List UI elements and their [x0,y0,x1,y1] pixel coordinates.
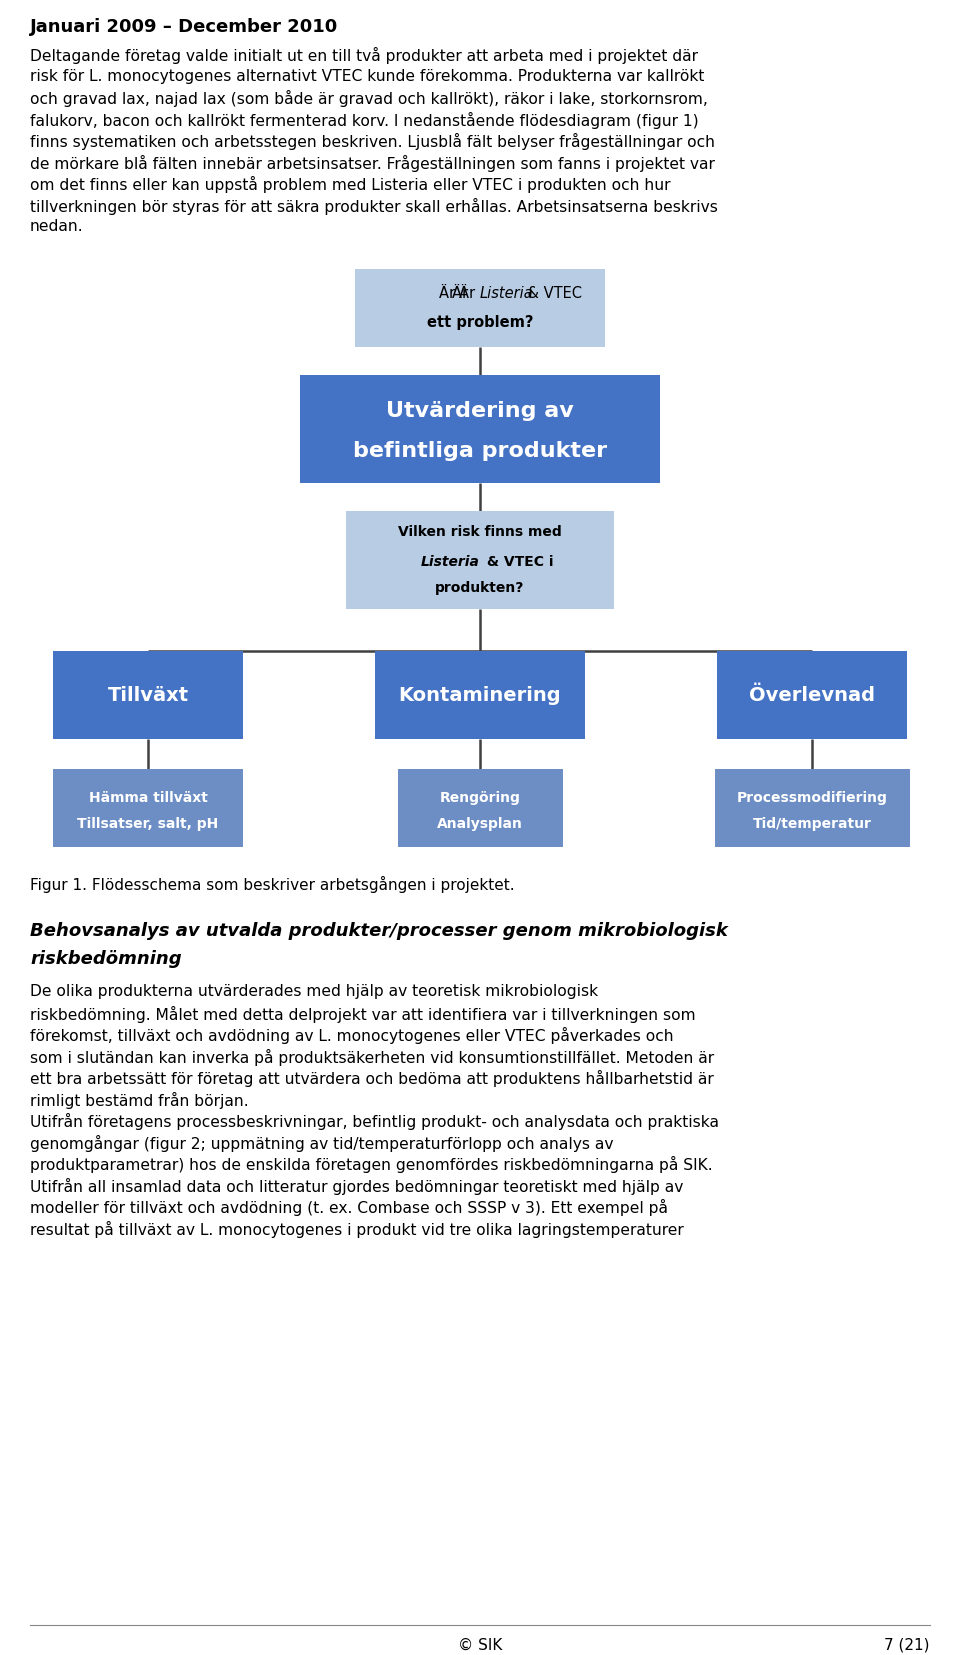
Text: Tillsatser, salt, pH: Tillsatser, salt, pH [78,816,219,831]
Text: riskbedömning: riskbedömning [30,950,181,968]
Text: 7 (21): 7 (21) [884,1637,930,1652]
Text: riskbedömning. Målet med detta delprojekt var att identifiera var i tillverkning: riskbedömning. Målet med detta delprojek… [30,1005,696,1021]
Text: Figur 1. Flödesschema som beskriver arbetsgången i projektet.: Figur 1. Flödesschema som beskriver arbe… [30,875,515,892]
Text: Januari 2009 – December 2010: Januari 2009 – December 2010 [30,18,338,36]
Text: Utvärdering av: Utvärdering av [386,401,574,420]
Text: genomgångar (figur 2; uppmätning av tid/temperaturförlopp och analys av: genomgångar (figur 2; uppmätning av tid/… [30,1134,613,1150]
Text: som i slutändan kan inverka på produktsäkerheten vid konsumtionstillfället. Meto: som i slutändan kan inverka på produktsä… [30,1048,714,1064]
FancyBboxPatch shape [355,270,605,348]
Text: de mörkare blå fälten innebär arbetsinsatser. Frågeställningen som fanns i proje: de mörkare blå fälten innebär arbetsinsa… [30,154,715,172]
Text: Utifrån all insamlad data och litteratur gjordes bedömningar teoretiskt med hjäl: Utifrån all insamlad data och litteratur… [30,1177,684,1193]
Text: Hämma tillväxt: Hämma tillväxt [88,791,207,804]
Text: modeller för tillväxt och avdödning (t. ex. Combase och SSSP v 3). Ett exempel p: modeller för tillväxt och avdödning (t. … [30,1198,668,1215]
Text: tillverkningen bör styras för att säkra produkter skall erhållas. Arbetsinsatser: tillverkningen bör styras för att säkra … [30,197,718,215]
Text: Listeria: Listeria [480,286,534,301]
Text: risk för L. monocytogenes alternativt VTEC kunde förekomma. Produkterna var kall: risk för L. monocytogenes alternativt VT… [30,68,705,83]
Text: ett bra arbetssätt för företag att utvärdera och bedöma att produktens hållbarhe: ett bra arbetssätt för företag att utvär… [30,1069,713,1086]
FancyBboxPatch shape [300,376,660,483]
Text: rimligt bestämd från början.: rimligt bestämd från början. [30,1091,249,1107]
Text: Tillväxt: Tillväxt [108,687,188,705]
Text: Är: Är [459,286,480,301]
Text: ett problem?: ett problem? [427,314,533,329]
FancyBboxPatch shape [346,511,614,609]
Text: Kontaminering: Kontaminering [398,687,562,705]
Text: falukorv, bacon och kallrökt fermenterad korv. I nedanstående flödesdiagram (fig: falukorv, bacon och kallrökt fermenterad… [30,111,699,129]
Text: Processmodifiering: Processmodifiering [736,791,887,804]
Text: produktparametrar) hos de enskilda företagen genomfördes riskbedömningarna på SI: produktparametrar) hos de enskilda föret… [30,1155,712,1172]
Text: Deltagande företag valde initialt ut en till två produkter att arbeta med i proj: Deltagande företag valde initialt ut en … [30,46,698,65]
Text: & VTEC i: & VTEC i [482,554,554,569]
Text: Är: Är [452,286,480,301]
FancyBboxPatch shape [714,770,909,847]
Text: befintliga produkter: befintliga produkter [353,440,607,460]
Text: finns systematiken och arbetsstegen beskriven. Ljusblå fält belyser frågeställni: finns systematiken och arbetsstegen besk… [30,132,715,151]
Text: produkten?: produkten? [435,581,525,594]
Text: nedan.: nedan. [30,218,84,233]
Text: De olika produkterna utvärderades med hjälp av teoretisk mikrobiologisk: De olika produkterna utvärderades med hj… [30,983,598,998]
FancyBboxPatch shape [375,652,585,740]
Text: Rengöring: Rengöring [440,791,520,804]
FancyBboxPatch shape [53,770,243,847]
Text: Överlevnad: Överlevnad [749,687,875,705]
Text: Analysplan: Analysplan [437,816,523,831]
Text: Utifrån företagens processbeskrivningar, befintlig produkt- och analysdata och p: Utifrån företagens processbeskrivningar,… [30,1112,719,1129]
Text: Är: Är [440,286,460,301]
Text: & VTEC: & VTEC [523,286,582,301]
Text: förekomst, tillväxt och avdödning av L. monocytogenes eller VTEC påverkades och: förekomst, tillväxt och avdödning av L. … [30,1026,674,1043]
Text: och gravad lax, najad lax (som både är gravad och kallrökt), räkor i lake, stork: och gravad lax, najad lax (som både är g… [30,89,708,108]
Text: om det finns eller kan uppstå problem med Listeria eller VTEC i produkten och hu: om det finns eller kan uppstå problem me… [30,175,670,194]
Text: Listeria: Listeria [421,554,480,569]
Text: Tid/temperatur: Tid/temperatur [753,816,872,831]
Text: resultat på tillväxt av L. monocytogenes i produkt vid tre olika lagringstempera: resultat på tillväxt av L. monocytogenes… [30,1220,684,1236]
Text: Vilken risk finns med: Vilken risk finns med [398,525,562,538]
FancyBboxPatch shape [717,652,907,740]
FancyBboxPatch shape [53,652,243,740]
Text: © SIK: © SIK [458,1637,502,1652]
FancyBboxPatch shape [397,770,563,847]
Text: Behovsanalys av utvalda produkter/processer genom mikrobiologisk: Behovsanalys av utvalda produkter/proces… [30,922,728,940]
